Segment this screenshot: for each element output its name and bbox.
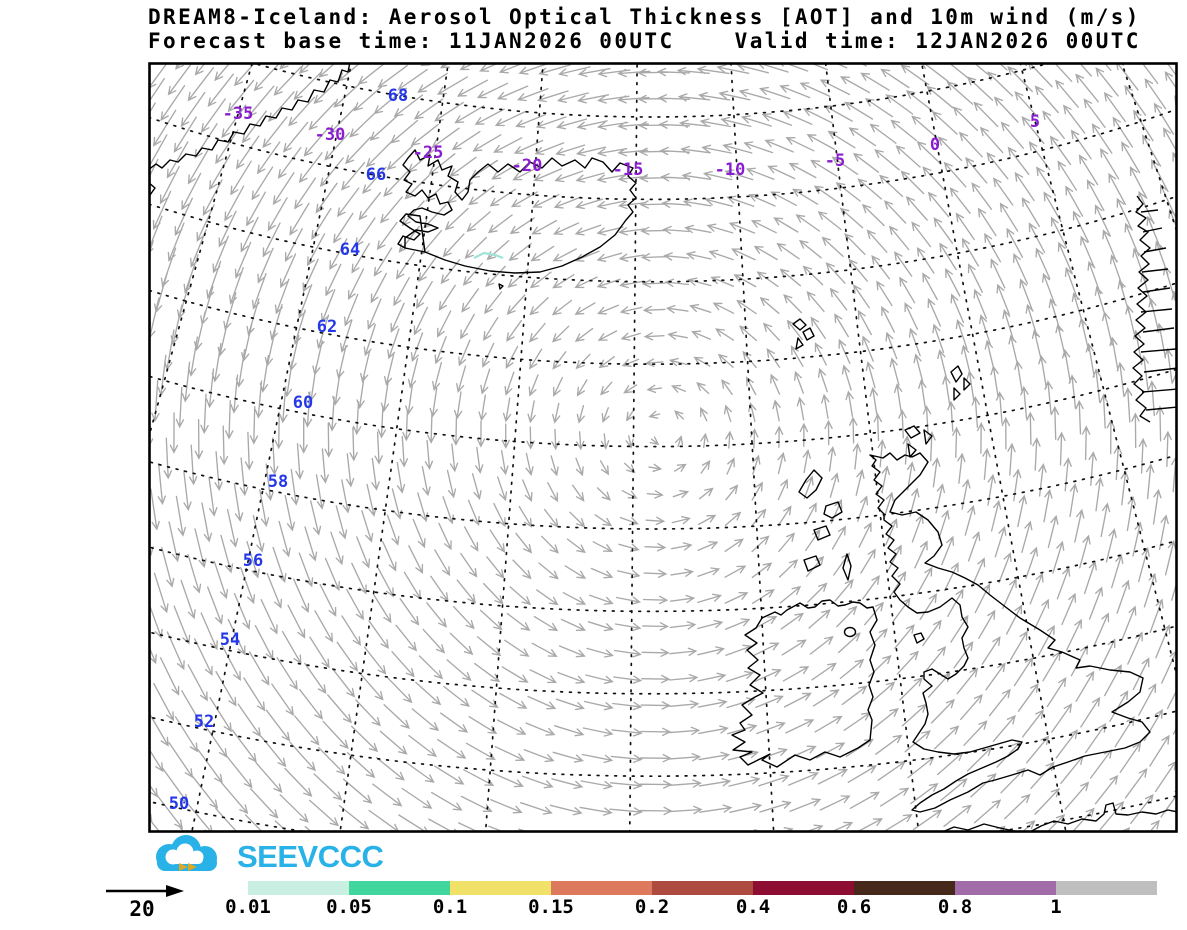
weather-map: -35 -30 -25 -20 -15 -10 -5 0 5 68 66 64 62 60 58 56 54 52… [148, 62, 1178, 833]
wind-reference-arrowhead [166, 885, 184, 897]
ireland-coast [731, 599, 878, 768]
longitude-label: -15 [613, 160, 644, 180]
colorbar-tick-label: 0.6 [836, 896, 872, 918]
cloud-icon [156, 835, 217, 871]
meridian-line [824, 64, 920, 831]
wind-vector-arrows [150, 64, 1176, 831]
longitude-label: -5 [825, 151, 845, 171]
france-coast [942, 802, 1176, 831]
map-border [148, 62, 1178, 833]
longitude-label: -35 [223, 104, 254, 124]
latitude-label: 64 [340, 240, 360, 260]
chart-header: DREAM8-Iceland: Aerosol Optical Thicknes… [148, 5, 1187, 53]
latitude-label: 60 [293, 393, 313, 413]
colorbar-tick-label: 0.2 [634, 896, 670, 918]
meridian-line [339, 64, 449, 831]
colorbar-segment [1056, 881, 1157, 895]
parallel-line [253, 64, 1050, 118]
parallel-line [150, 540, 1176, 613]
colorbar-tick-label: 0.1 [432, 896, 468, 918]
colorbar-tick-label: 0.8 [937, 896, 973, 918]
colorbar-segment [551, 881, 652, 895]
latitude-label: 62 [317, 317, 337, 337]
longitude-label: -20 [512, 156, 543, 176]
meridian-line [730, 64, 775, 831]
great-britain-coast [869, 452, 1151, 813]
aot-colorbar [248, 881, 1157, 895]
meridian-line [484, 64, 544, 831]
longitude-label: -10 [715, 160, 746, 180]
coastlines [150, 64, 1176, 831]
isle-of-man [913, 632, 925, 644]
vestmannaeyjar-island [498, 283, 504, 290]
parallel-line [150, 108, 1176, 201]
lough-neagh [843, 626, 857, 638]
wind-reference-key: 20 [106, 885, 184, 921]
seevccc-logo: SEEVCCC [143, 833, 403, 881]
parallel-line [150, 625, 1176, 695]
meridian-line [921, 64, 1067, 831]
logo-arrow-icon [179, 863, 197, 871]
graticule-grid [150, 64, 1176, 831]
parallel-line [150, 282, 1176, 366]
grid-labels: -35 -30 -25 -20 -15 -10 -5 0 5 68 66 64 62 60 58 56 54 52… [169, 86, 1040, 814]
longitude-label: 0 [930, 135, 940, 155]
meridian-line [628, 64, 638, 831]
parallel-line [150, 368, 1176, 448]
colorbar-tick-label: 1 [1050, 896, 1062, 918]
norway-fjords [1140, 209, 1176, 411]
longitude-label: 5 [1030, 112, 1040, 132]
colorbar-tick-label: 0.4 [735, 896, 771, 918]
colorbar-tick-label: 0.05 [326, 896, 372, 918]
longitude-label: -25 [413, 143, 444, 163]
wind-arrows [150, 64, 1176, 831]
latitude-label: 52 [194, 712, 214, 732]
colorbar-tick-label: 0.01 [225, 896, 271, 918]
meridian-line [191, 64, 353, 831]
map-area: -35 -30 -25 -20 -15 -10 -5 0 5 68 66 64 62 60 58 56 54 52… [148, 62, 1178, 833]
parallel-line [150, 795, 1176, 831]
longitude-label: -30 [315, 125, 346, 145]
wind-reference-label: 20 [129, 897, 154, 921]
forecast-time-subtitle: Forecast base time: 11JAN2026 00UTC Vali… [148, 29, 1141, 53]
orkney-islands [904, 425, 933, 458]
colorbar-segment [248, 881, 349, 895]
latitude-label: 50 [169, 794, 189, 814]
greenland-coast [150, 64, 351, 170]
parallel-line [150, 710, 1176, 778]
aot-colorbar-labels: 0.01 0.05 0.1 0.15 0.2 0.4 0.6 0.8 1 [225, 896, 1187, 918]
latitude-label: 56 [243, 551, 263, 571]
faroe-islands [792, 318, 815, 350]
latitude-label: 58 [268, 472, 288, 492]
parallel-line [150, 195, 1176, 283]
latitude-label: 68 [388, 86, 408, 106]
latitude-label: 54 [220, 630, 240, 650]
colorbar-segment [652, 881, 753, 895]
colorbar-segment [955, 881, 1056, 895]
logo-text: SEEVCCC [237, 839, 384, 874]
hebrides-islands [798, 469, 852, 581]
iceland-coast [397, 149, 637, 274]
colorbar-segment [450, 881, 551, 895]
shetland-islands [950, 365, 971, 401]
colorbar-segment [854, 881, 955, 895]
colorbar-segment [349, 881, 450, 895]
aot-contour-001 [473, 251, 504, 260]
colorbar-segment [753, 881, 854, 895]
latitude-label: 66 [366, 165, 386, 185]
page-title: DREAM8-Iceland: Aerosol Optical Thicknes… [148, 5, 1141, 29]
colorbar-tick-label: 0.15 [528, 896, 574, 918]
